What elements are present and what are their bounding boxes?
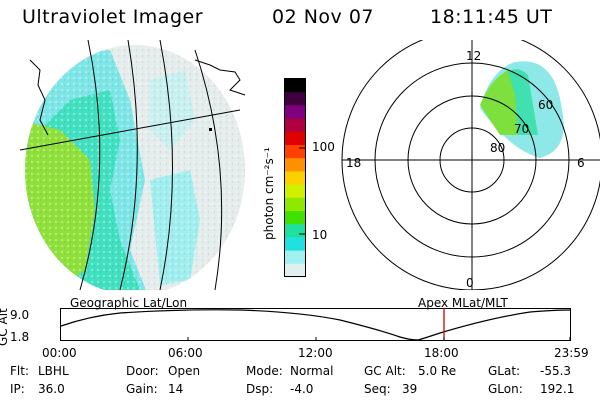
colorbar-swatch [285,211,305,225]
colorbar-swatch [285,197,305,212]
gc-alt-key: GC Alt: [364,364,406,378]
colorbar-swatch [285,237,305,252]
glon-key: GLon: [488,382,523,396]
polar-plot [341,40,600,290]
polar-ring-80: 80 [490,141,506,155]
x-tick-1800: 18:00 [424,346,459,360]
mode-key: Mode: [246,364,283,378]
y-min-label: 1.8 [10,330,30,344]
ip-key: IP: [10,382,25,396]
glat-key: GLat: [488,364,521,378]
glon-value: 192.1 [540,382,575,396]
polar-ring-60: 60 [538,98,554,112]
dsp-value: -4.0 [290,382,314,396]
colorbar-tick-10: 10 [312,228,328,242]
colorbar-unit-label: photon cm⁻²s⁻¹ [262,147,276,240]
gain-value: 14 [168,382,184,396]
colorbar-swatch [285,263,305,278]
gc-alt-value: 5.0 Re [418,364,457,378]
door-value: Open [168,364,201,378]
image-date: 02 Nov 07 [272,6,375,28]
dsp-key: Dsp: [246,382,274,396]
color-scale-bar [284,78,306,278]
image-time: 18:11:45 UT [430,6,553,28]
colorbar-swatch [285,158,305,172]
geographic-image [19,40,246,290]
colorbar-swatch [285,105,305,120]
mode-value: Normal [290,364,334,378]
y-axis-label: GC Alt [0,308,10,346]
colorbar-swatch [285,79,305,93]
flt-key: Flt: [10,364,29,378]
seq-value: 39 [402,382,418,396]
seq-key: Seq: [364,382,391,396]
polar-label-left: 18 [346,156,362,170]
colorbar-swatch [285,171,305,186]
altitude-timeline [60,308,571,341]
colorbar-swatch [285,92,305,106]
colorbar-swatch [285,145,305,159]
x-tick-0600: 06:00 [168,346,203,360]
y-max-label: 9.0 [10,308,30,322]
x-tick-1200: 12:00 [298,346,333,360]
flt-value: LBHL [38,364,69,378]
colorbar-tick-100: 100 [312,140,335,154]
polar-label-right: 6 [577,156,585,170]
x-tick-0000: 00:00 [42,346,77,360]
colorbar-swatch [285,131,305,146]
colorbar-swatch [285,184,305,199]
colorbar-swatch [285,224,305,238]
glat-value: -55.3 [540,364,572,378]
coastline-right [194,59,246,96]
polar-ring-70: 70 [514,122,530,136]
timeline-right-title: Apex MLat/MLT [418,296,508,310]
door-key: Door: [126,364,159,378]
x-tick-2359: 23:59 [554,346,589,360]
coastline-left [29,59,49,136]
colorbar-swatch [285,118,305,133]
instrument-title: Ultraviolet Imager [22,6,204,28]
ip-value: 36.0 [38,382,65,396]
gain-key: Gain: [126,382,158,396]
polar-label-top: 12 [466,49,482,63]
colorbar-swatch [285,250,305,265]
timeline-left-title: Geographic Lat/Lon [70,296,188,310]
polar-label-bottom: 0 [466,276,474,290]
